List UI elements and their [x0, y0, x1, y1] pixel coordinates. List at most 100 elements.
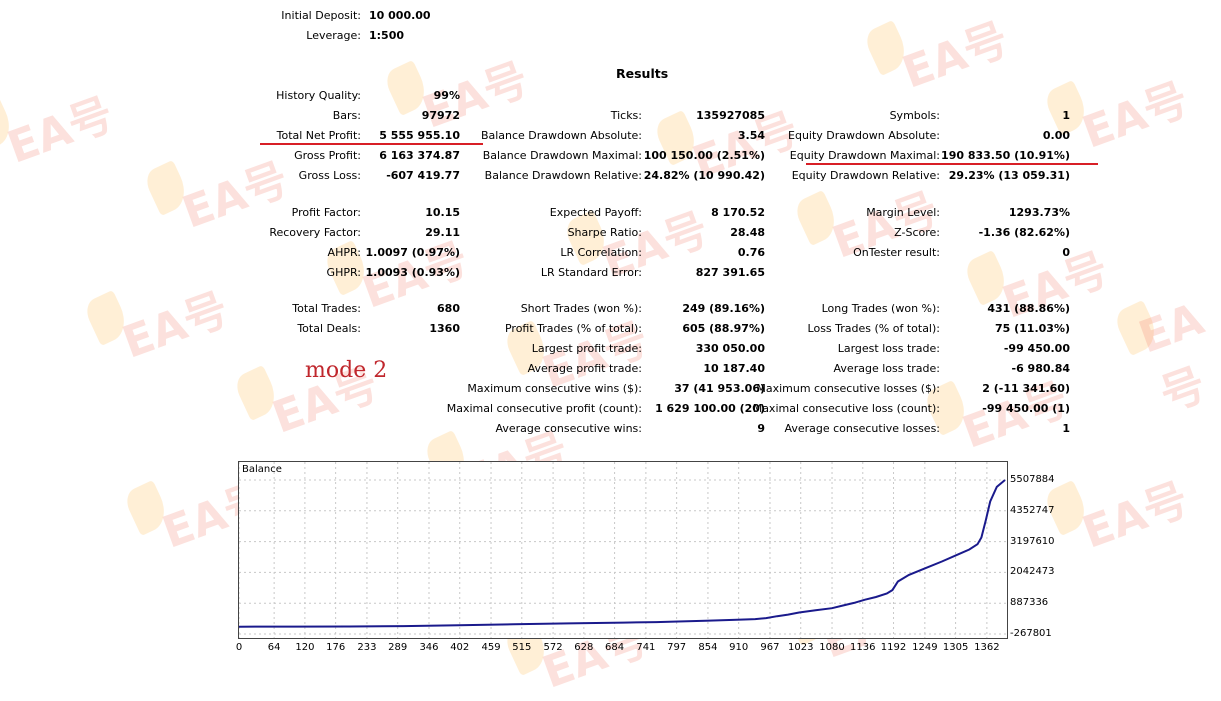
- mode-annotation: mode 2: [305, 358, 388, 383]
- col1-value: 99%: [433, 89, 460, 102]
- col3-value: 29.23% (13 059.31): [948, 169, 1070, 182]
- col1-value: 1360: [429, 322, 460, 335]
- col2-value: 249 (89.16%): [682, 302, 765, 315]
- x-tick-label: 233: [357, 642, 377, 653]
- col2-label: Average profit trade:: [527, 362, 642, 375]
- watermark-logo-icon: [1041, 79, 1093, 137]
- col1-value: 5 555 955.10: [379, 129, 460, 142]
- col2-value: 9: [757, 422, 765, 435]
- leverage-label: Leverage:: [306, 29, 361, 42]
- watermark-text: EA号: [116, 283, 236, 369]
- x-tick-label: 1249: [912, 642, 938, 653]
- col1-value: 97972: [421, 109, 460, 122]
- col2-value: 10 187.40: [703, 362, 765, 375]
- col2-value: 330 050.00: [695, 342, 765, 355]
- col2-label: Balance Drawdown Relative:: [484, 169, 642, 182]
- col3-label: Margin Level:: [866, 206, 940, 219]
- watermark-text: EA号: [1076, 473, 1196, 559]
- watermark-logo-icon: [381, 59, 433, 117]
- initial-deposit-value: 10 000.00: [369, 9, 431, 22]
- x-tick-label: 64: [267, 642, 281, 653]
- col2-label: Sharpe Ratio:: [567, 226, 642, 239]
- col3-value: 1293.73%: [1008, 206, 1070, 219]
- col2-value: 24.82% (10 990.42): [643, 169, 765, 182]
- col2-value: 1 629 100.00 (20): [655, 402, 765, 415]
- col3-value: 2 (-11 341.60): [982, 382, 1070, 395]
- watermark-text: EA号: [1, 88, 121, 174]
- balance-chart: Balance: [238, 461, 1008, 639]
- col3-value: 431 (88.86%): [987, 302, 1070, 315]
- col2-value: 100 150.00 (2.51%): [643, 149, 765, 162]
- watermark-logo-icon: [791, 189, 843, 247]
- col3-label: Equity Drawdown Maximal:: [789, 149, 940, 162]
- x-tick-label: 1305: [942, 642, 969, 653]
- col2-label: Average consecutive wins:: [495, 422, 642, 435]
- x-tick-label: 289: [388, 642, 408, 653]
- col3-label: Equity Drawdown Absolute:: [788, 129, 940, 142]
- col1-value: 29.11: [425, 226, 460, 239]
- balance-chart-svg: [239, 462, 1007, 638]
- x-tick-label: 1136: [850, 642, 876, 653]
- watermark-logo-icon: [121, 479, 173, 537]
- col3-label: Maximal consecutive loss (count):: [752, 402, 940, 415]
- watermark-text: EA号: [996, 243, 1116, 329]
- col2-label: Maximum consecutive wins ($):: [467, 382, 642, 395]
- x-tick-label: 910: [729, 642, 749, 653]
- watermark-logo-icon: [81, 289, 133, 347]
- x-tick-label: 346: [419, 642, 439, 653]
- x-tick-label: 402: [450, 642, 470, 653]
- col1-label: History Quality:: [276, 89, 361, 102]
- watermark-text: EA号: [896, 13, 1016, 99]
- col3-label: Average loss trade:: [833, 362, 940, 375]
- col1-label: Total Net Profit:: [276, 129, 361, 142]
- col1-label: Total Deals:: [297, 322, 361, 335]
- col1-value: 10.15: [425, 206, 460, 219]
- col2-value: 605 (88.97%): [682, 322, 765, 335]
- col3-value: -6 980.84: [1011, 362, 1071, 375]
- col3-label: Z-Score:: [894, 226, 940, 239]
- col2-value: 37 (41 953.06): [674, 382, 765, 395]
- x-tick-label: 1080: [819, 642, 845, 653]
- y-tick-label: 2042473: [1010, 566, 1055, 578]
- col2-value: 827 391.65: [695, 266, 765, 279]
- col2-label: Largest profit trade:: [531, 342, 642, 355]
- col2-label: Balance Drawdown Absolute:: [480, 129, 642, 142]
- col3-label: Average consecutive losses:: [784, 422, 940, 435]
- x-tick-label: 1023: [787, 642, 814, 653]
- balance-series-line: [239, 479, 1006, 628]
- watermark-logo-icon: [0, 94, 18, 152]
- col3-value: 75 (11.03%): [994, 322, 1070, 335]
- col1-value: 680: [437, 302, 460, 315]
- col2-value: 8 170.52: [711, 206, 765, 219]
- highlight-underline-net-profit: [260, 143, 483, 145]
- x-tick-label: 854: [698, 642, 718, 653]
- col3-value: -1.36 (82.62%): [978, 226, 1070, 239]
- col2-label: Expected Payoff:: [549, 206, 642, 219]
- col3-value: 190 833.50 (10.91%): [941, 149, 1070, 162]
- col3-label: Loss Trades (% of total):: [807, 322, 940, 335]
- col1-label: Bars:: [332, 109, 361, 122]
- x-tick-label: 797: [667, 642, 687, 653]
- col1-value: 1.0093 (0.93%): [365, 266, 461, 279]
- col2-label: Ticks:: [610, 109, 642, 122]
- col3-value: 1: [1062, 422, 1070, 435]
- col3-label: OnTester result:: [853, 246, 940, 259]
- leverage-value: 1:500: [369, 29, 405, 42]
- watermark-logo-icon: [231, 364, 283, 422]
- col3-value: 0.00: [1042, 129, 1070, 142]
- col2-value: 135927085: [696, 109, 765, 122]
- y-tick-label: 5507884: [1010, 474, 1055, 485]
- col1-label: Total Trades:: [292, 302, 361, 315]
- highlight-underline-equity-drawdown: [806, 163, 1098, 165]
- col1-label: GHPR:: [326, 266, 361, 279]
- col2-label: LR Correlation:: [560, 246, 642, 259]
- watermark-logo-icon: [961, 249, 1013, 307]
- col2-label: Maximal consecutive profit (count):: [446, 402, 642, 415]
- x-tick-label: 459: [481, 642, 501, 653]
- y-tick-label: 3197610: [1010, 535, 1055, 547]
- col3-label: Long Trades (won %):: [821, 302, 940, 315]
- x-tick-label: 176: [326, 642, 346, 653]
- col2-label: Balance Drawdown Maximal:: [482, 149, 642, 162]
- col3-value: 1: [1062, 109, 1070, 122]
- col2-value: 28.48: [730, 226, 765, 239]
